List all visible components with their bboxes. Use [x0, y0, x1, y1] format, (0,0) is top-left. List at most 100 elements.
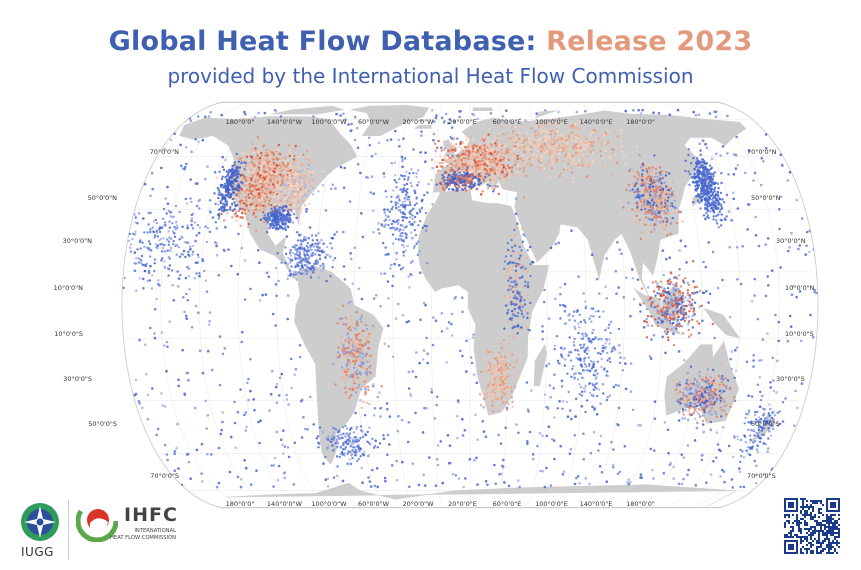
- heat-flow-point: [716, 190, 719, 193]
- heat-flow-point: [200, 472, 203, 475]
- heat-flow-point: [710, 207, 713, 210]
- heat-flow-point: [528, 430, 532, 434]
- heat-flow-point: [719, 154, 722, 157]
- heat-flow-point: [452, 173, 455, 176]
- heat-flow-point: [432, 132, 436, 136]
- heat-flow-point: [217, 481, 221, 485]
- heat-flow-point: [752, 365, 755, 368]
- heat-flow-point: [255, 188, 259, 192]
- heat-flow-point: [516, 479, 520, 482]
- heat-flow-point: [405, 320, 409, 324]
- heat-flow-point: [424, 303, 427, 307]
- heat-flow-point: [314, 234, 318, 237]
- heat-flow-point: [664, 218, 668, 222]
- heat-flow-point: [261, 293, 264, 297]
- heat-flow-point: [564, 132, 567, 135]
- heat-flow-point: [270, 464, 273, 467]
- heat-flow-point: [484, 435, 488, 439]
- heat-flow-point: [142, 287, 145, 290]
- heat-flow-point: [506, 168, 509, 171]
- heat-flow-point: [707, 201, 710, 205]
- heat-flow-point: [647, 166, 650, 170]
- heat-flow-point: [269, 179, 272, 183]
- heat-flow-point: [173, 452, 176, 456]
- heat-flow-point: [282, 165, 285, 168]
- heat-flow-point: [652, 111, 655, 114]
- heat-flow-point: [218, 191, 221, 194]
- heat-flow-point: [215, 253, 219, 257]
- heat-flow-point: [250, 179, 253, 182]
- heat-flow-point: [253, 192, 256, 196]
- heat-flow-point: [281, 210, 285, 213]
- heat-flow-point: [241, 168, 244, 171]
- heat-flow-point: [671, 180, 675, 183]
- heat-flow-point: [592, 131, 595, 134]
- heat-flow-point: [190, 326, 194, 329]
- heat-flow-point: [222, 194, 225, 197]
- heat-flow-point: [290, 202, 293, 206]
- heat-flow-point: [297, 199, 300, 203]
- heat-flow-point: [385, 402, 389, 405]
- heat-flow-point: [228, 170, 231, 173]
- heat-flow-point: [243, 184, 246, 187]
- heat-flow-point: [398, 145, 401, 148]
- heat-flow-point: [366, 176, 370, 179]
- heat-flow-point: [266, 221, 269, 224]
- heat-flow-point: [641, 194, 644, 197]
- heat-flow-point: [254, 171, 257, 175]
- heat-flow-point: [582, 346, 585, 349]
- heat-flow-point: [668, 256, 671, 260]
- heat-flow-point: [706, 168, 709, 171]
- heat-flow-point: [399, 234, 402, 238]
- heat-flow-point: [281, 443, 284, 447]
- heat-flow-point: [574, 154, 578, 157]
- heat-flow-point: [303, 264, 307, 267]
- heat-flow-point: [407, 387, 411, 390]
- heat-flow-point: [293, 213, 296, 216]
- heat-flow-point: [382, 434, 385, 437]
- heat-flow-point: [729, 357, 732, 361]
- heat-flow-point: [695, 157, 699, 160]
- heat-flow-point: [186, 371, 189, 375]
- heat-flow-point: [221, 209, 224, 212]
- heat-flow-point: [522, 125, 526, 128]
- heat-flow-point: [659, 173, 662, 177]
- heat-flow-point: [259, 419, 262, 423]
- heat-flow-point: [618, 248, 621, 251]
- heat-flow-point: [668, 463, 672, 467]
- heat-flow-point: [492, 143, 495, 147]
- heat-flow-point: [195, 204, 199, 208]
- heat-flow-point: [250, 155, 254, 159]
- heat-flow-point: [531, 457, 535, 461]
- heat-flow-point: [514, 126, 517, 129]
- heat-flow-point: [693, 439, 697, 442]
- heat-flow-point: [260, 151, 263, 155]
- heat-flow-point: [217, 273, 221, 277]
- heat-flow-point: [169, 138, 173, 142]
- heat-flow-point: [224, 158, 227, 162]
- heat-flow-point: [666, 306, 670, 309]
- heat-flow-point: [417, 483, 421, 487]
- heat-flow-point: [522, 141, 525, 145]
- heat-flow-point: [218, 170, 221, 173]
- heat-flow-point: [294, 244, 297, 247]
- heat-flow-point: [645, 203, 648, 206]
- heat-flow-point: [272, 485, 275, 488]
- heat-flow-point: [642, 203, 645, 206]
- heat-flow-point: [217, 208, 221, 211]
- heat-flow-point: [475, 151, 478, 154]
- heat-flow-point: [522, 170, 525, 173]
- heat-flow-point: [642, 326, 646, 329]
- heat-flow-point: [559, 444, 562, 448]
- heat-flow-point: [293, 154, 296, 158]
- heat-flow-point: [310, 179, 313, 182]
- heat-flow-point: [487, 167, 490, 171]
- heat-flow-point: [396, 429, 400, 433]
- heat-flow-point: [708, 197, 712, 200]
- heat-flow-point: [553, 373, 556, 377]
- heat-flow-point: [353, 115, 357, 119]
- heat-flow-point: [637, 108, 640, 112]
- heat-flow-point: [371, 468, 374, 472]
- heat-flow-point: [499, 442, 503, 445]
- heat-flow-point: [494, 185, 498, 188]
